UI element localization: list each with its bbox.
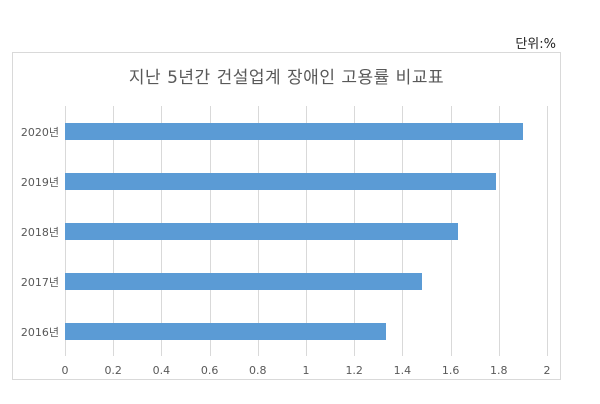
x-tick-label: 1.8 (490, 364, 508, 377)
gridline (547, 106, 548, 356)
x-tick-label: 0.2 (104, 364, 122, 377)
x-tick-label: 2 (543, 364, 551, 377)
bar-2020년[interactable] (65, 122, 523, 140)
bar-2018년[interactable] (65, 222, 458, 240)
y-category-label: 2017년 (20, 276, 59, 289)
y-category-label: 2018년 (20, 226, 59, 239)
plot-area: 0 0.2 0.4 0.6 0.8 1 1.2 1.4 1.6 1.8 2 2020년 2019년 201… (21, 106, 551, 377)
x-tick-label: 1 (302, 364, 310, 377)
unit-label: 단위:% (515, 37, 556, 52)
gridline (498, 106, 500, 356)
bar-2016년[interactable] (65, 322, 386, 340)
x-tick-label: 1.4 (393, 364, 412, 377)
x-tick-label: 0 (61, 364, 69, 377)
x-tick-label: 0.8 (249, 364, 267, 377)
x-tick-label: 1.6 (441, 364, 460, 377)
x-tick-label: 1.2 (345, 364, 363, 377)
y-category-label: 2019년 (20, 176, 59, 189)
y-category-label: 2016년 (20, 326, 59, 339)
chart-title: 지난 5년간 건설업계 장애인 고용률 비교표 (128, 68, 445, 88)
y-category-label: 2020년 (20, 126, 59, 139)
chart-frame: 지난 5년간 건설업계 장애인 고용률 비교표 0 0.2 0.4 0.6 0.8 1 1.… (12, 52, 561, 380)
x-tick-label: 0.4 (152, 364, 171, 377)
x-tick-label: 0.6 (200, 364, 219, 377)
bar-2017년[interactable] (65, 272, 422, 290)
bar-2019년[interactable] (65, 172, 497, 190)
